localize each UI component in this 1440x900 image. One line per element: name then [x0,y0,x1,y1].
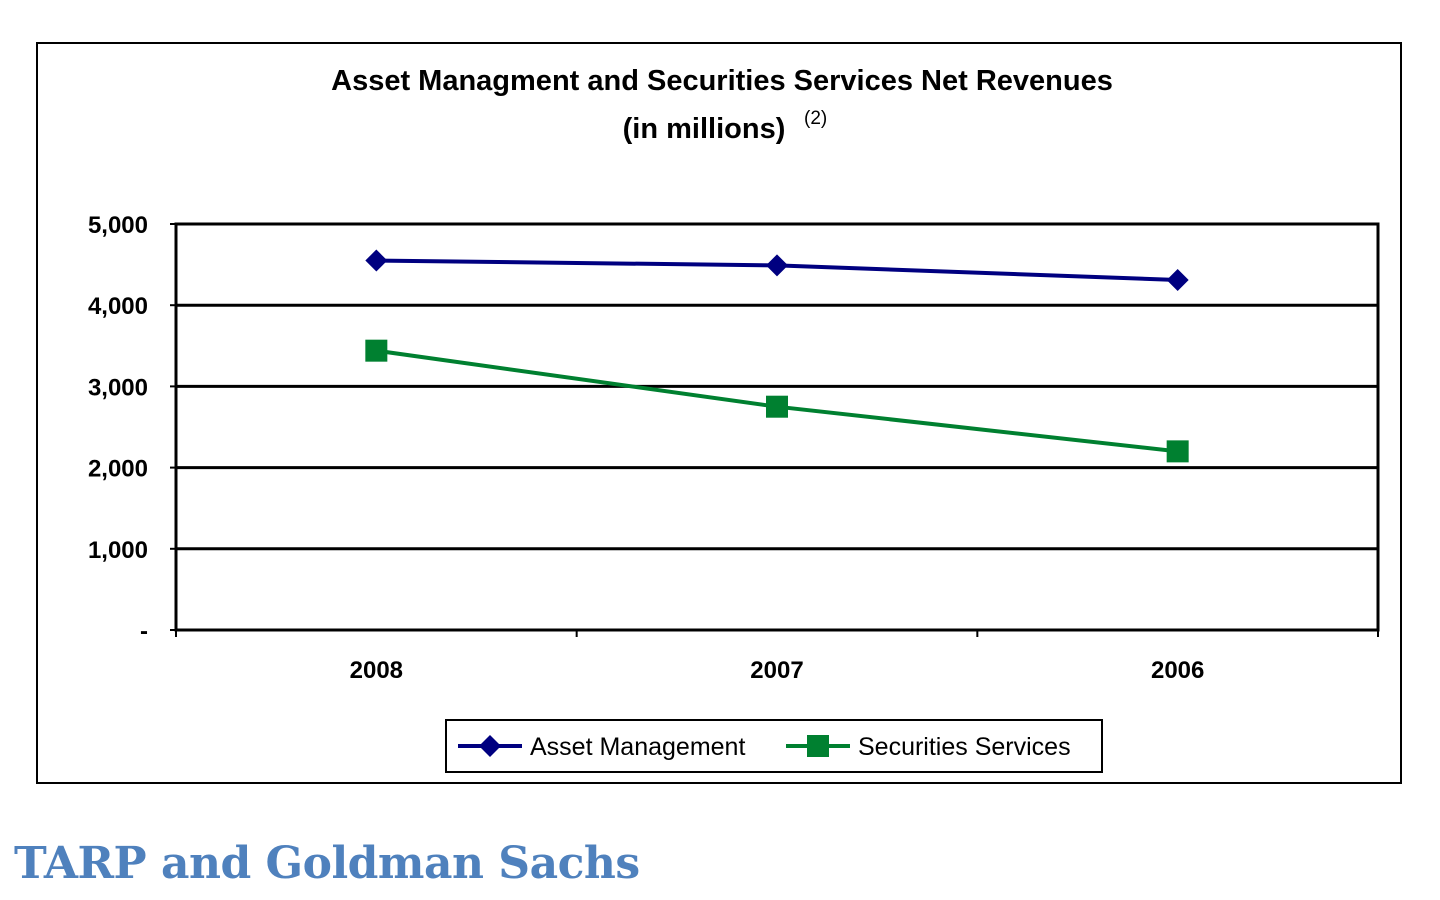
x-tick-label: 2008 [350,657,403,684]
y-tick-label: 4,000 [88,293,148,320]
legend: Asset Management Securities Services [445,719,1103,773]
securities-services-legend-label: Securities Services [858,733,1071,761]
plot-border [174,222,1380,632]
y-tick-label: 5,000 [88,212,148,239]
asset-management-legend-label: Asset Management [530,733,745,761]
asset-management-legend-marker [479,735,501,757]
asset-management-point [1166,269,1189,292]
y-tick-label: 3,000 [88,374,148,401]
y-tick-label: 1,000 [88,537,148,564]
securities-services-point [1166,440,1189,463]
y-tick-label: 2,000 [88,456,148,483]
legend-box [445,719,1103,773]
line-chart: Asset Managment and Securities Services … [88,65,1380,773]
chart-subtitle: (in millions) [623,113,786,145]
asset-management-point [365,249,388,272]
plot-area: - 1,000 2,000 3,000 4,000 5,000 2008 2007 2006 [88,212,1380,684]
chart-subtitle-note: (2) [804,108,827,129]
section-heading: TARP and Goldman Sachs [14,838,640,889]
chart-frame: Asset Managment and Securities Services … [36,42,1402,784]
securities-services-point [766,395,788,418]
y-tick-label: - [140,618,148,645]
x-tick-label: 2006 [1151,657,1204,684]
x-tick-label: 2007 [750,657,803,684]
securities-services-legend-marker [807,735,829,757]
chart-title: Asset Managment and Securities Services … [331,65,1113,97]
asset-management-point [766,254,788,277]
securities-services-point [365,339,388,362]
